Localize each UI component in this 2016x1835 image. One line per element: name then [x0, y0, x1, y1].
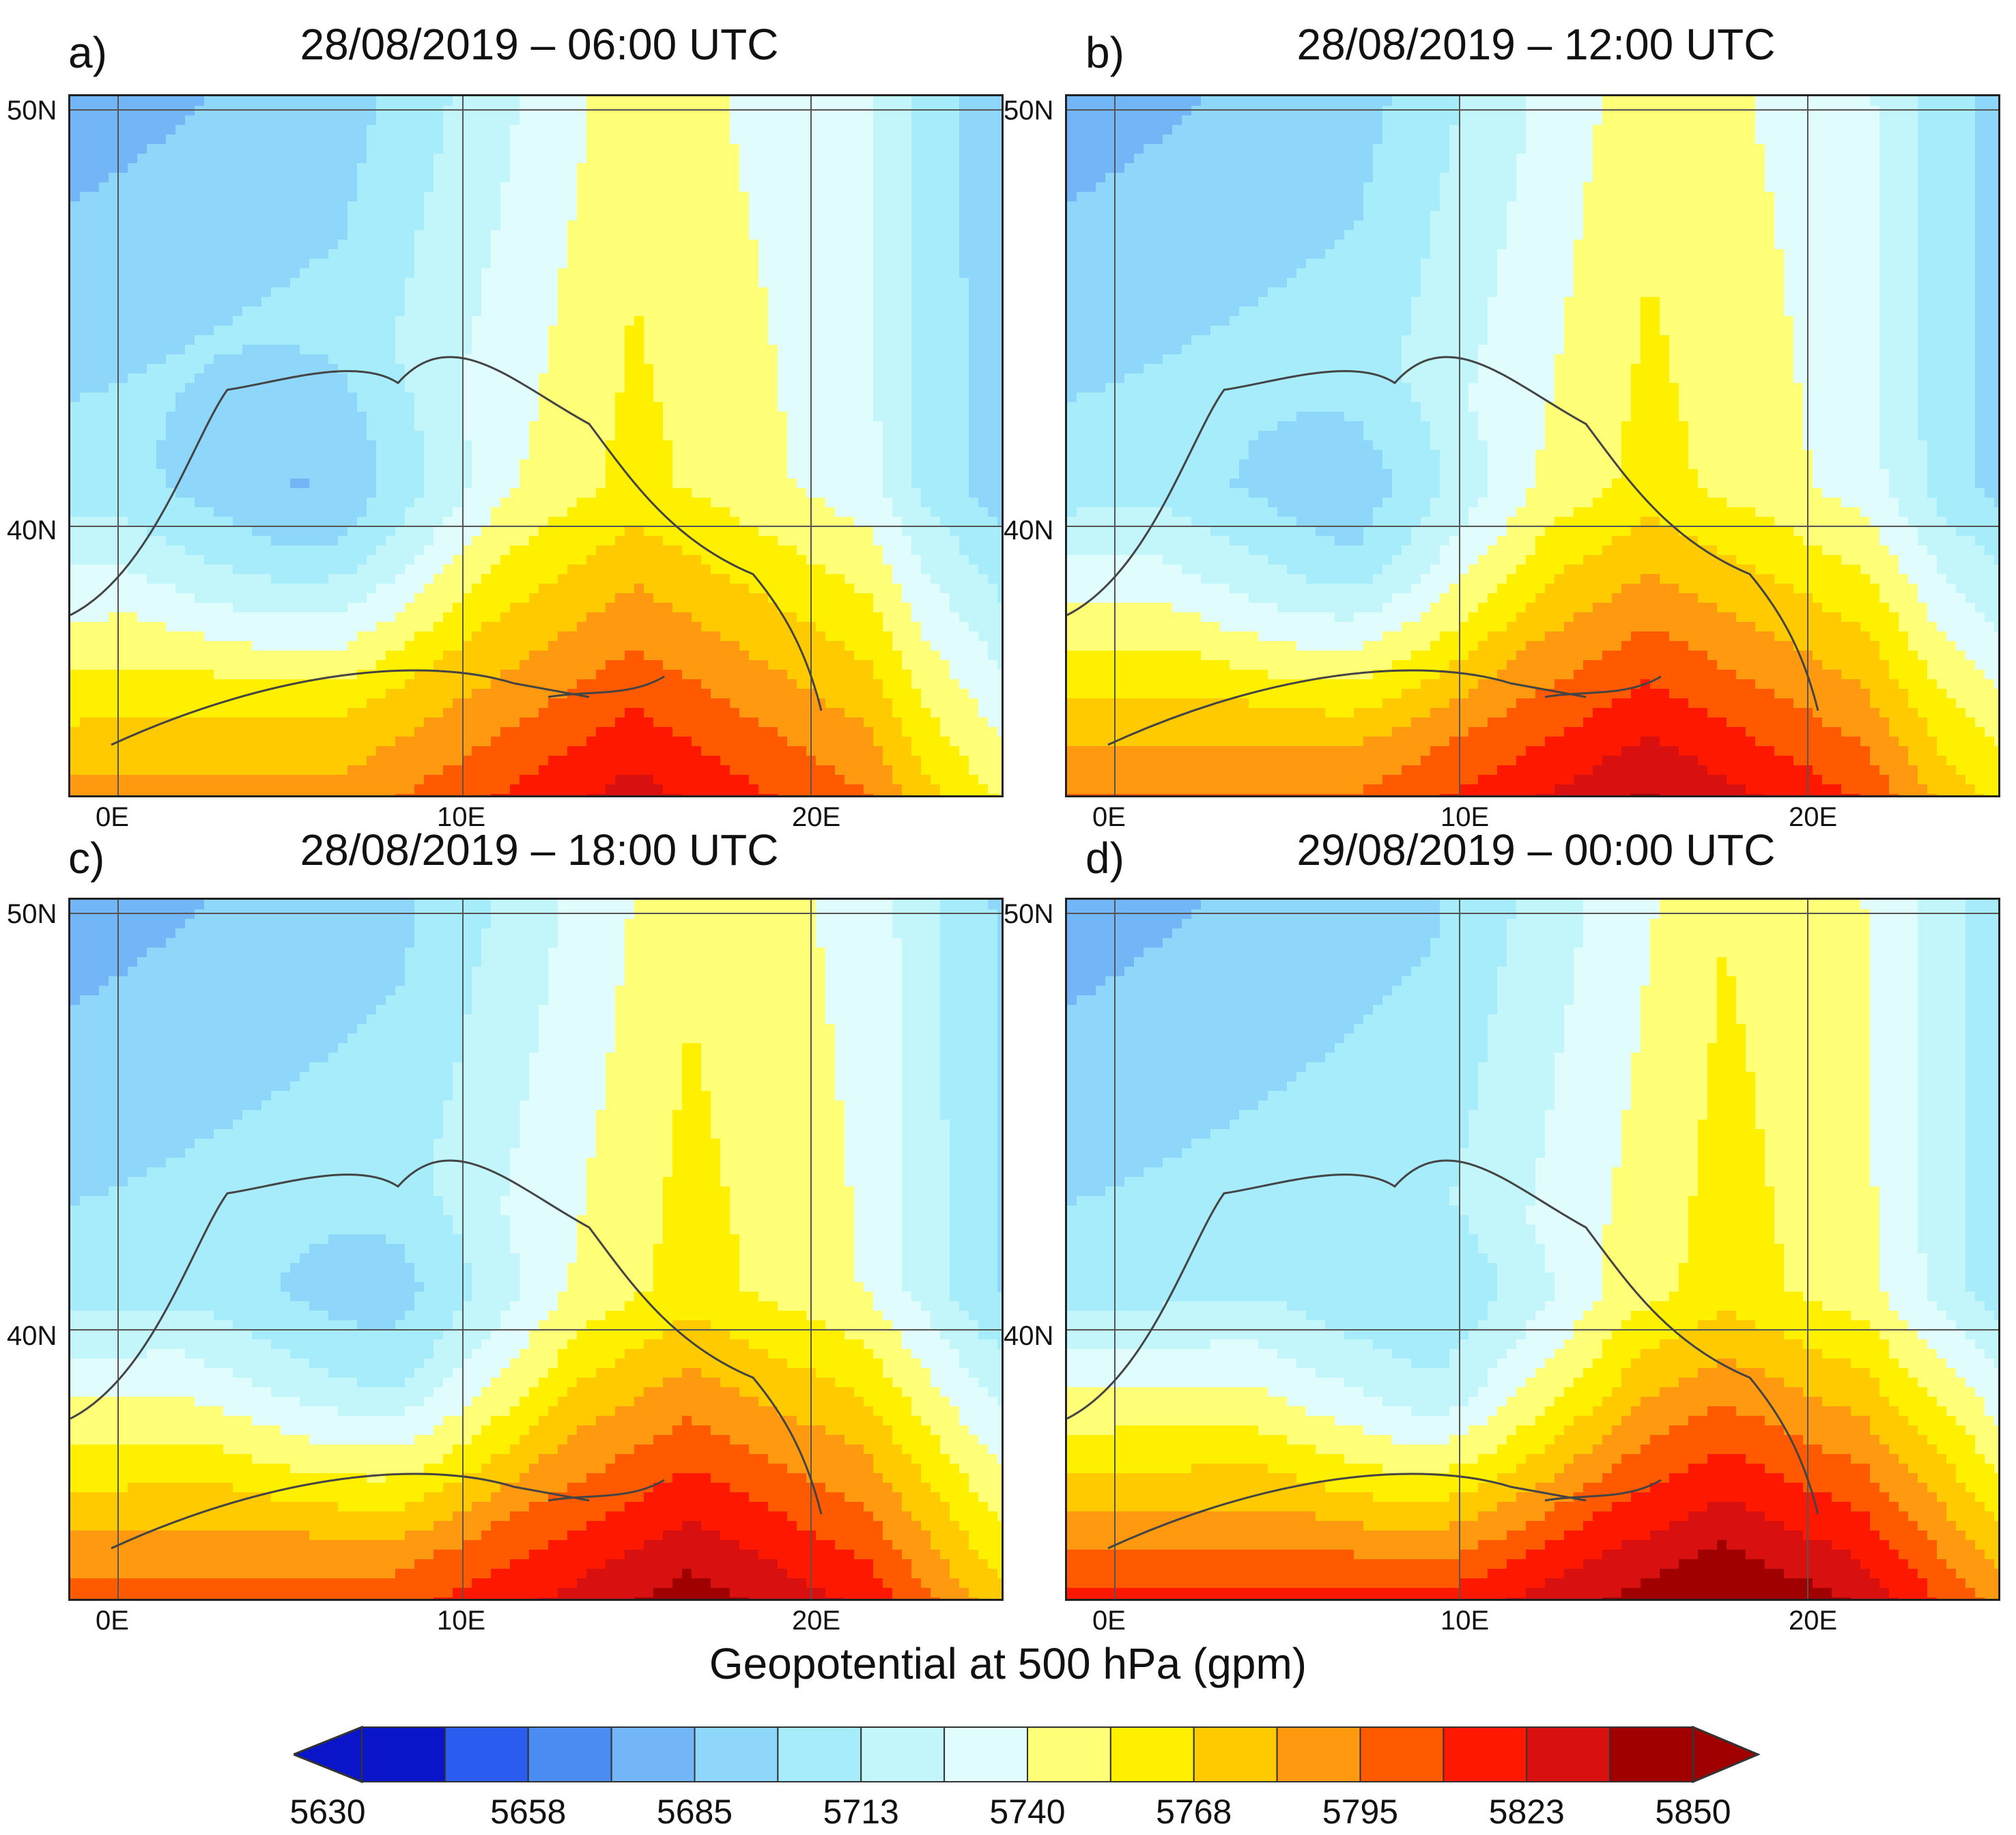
- lat-label-50: 50N: [7, 96, 57, 126]
- panel-title: 28/08/2019 – 12:00 UTC: [1065, 19, 2007, 70]
- colorbar-segment: [1609, 1726, 1694, 1782]
- field-svg: [1067, 900, 1998, 1599]
- panel-title: 28/08/2019 – 06:00 UTC: [68, 19, 1010, 70]
- coastline: [1067, 356, 1819, 746]
- panel-title: 29/08/2019 – 00:00 UTC: [1065, 825, 2007, 875]
- lat-label-40: 40N: [1004, 515, 1053, 546]
- lat-label-40: 40N: [1004, 1321, 1053, 1352]
- lon-label-10: 10E: [1440, 1606, 1489, 1636]
- colorbar-tick-label: 5823: [1489, 1792, 1565, 1832]
- under-arrow: [294, 1725, 363, 1784]
- panel-letter: b): [1085, 27, 1124, 78]
- colorbar-segment: [1193, 1726, 1278, 1782]
- colorbar-segment: [1027, 1726, 1111, 1782]
- colorbar-segment: [777, 1726, 862, 1782]
- panel-letter: a): [68, 27, 107, 78]
- geopotential-map: [1065, 898, 2000, 1601]
- lon-label-0: 0E: [96, 1606, 129, 1636]
- colorbar-segment: [1526, 1726, 1611, 1782]
- over-arrow: [1692, 1725, 1761, 1784]
- geopotential-map: [68, 898, 1004, 1601]
- colorbar-tick-label: 5658: [490, 1792, 566, 1832]
- panel-letter: d): [1085, 833, 1124, 883]
- colorbar-segment: [444, 1726, 529, 1782]
- colorbar-segment: [610, 1726, 696, 1782]
- colorbar-segment: [1276, 1726, 1361, 1782]
- lon-label-10: 10E: [1440, 802, 1489, 833]
- colorbar-segment: [943, 1726, 1028, 1782]
- lon-label-0: 0E: [1092, 802, 1126, 833]
- colorbar: [294, 1725, 1761, 1784]
- field-svg: [70, 900, 1002, 1599]
- lat-label-50: 50N: [1004, 899, 1053, 930]
- geopotential-map: [68, 94, 1004, 797]
- colorbar-tick-label: 5795: [1322, 1792, 1398, 1832]
- colorbar-segment: [1359, 1726, 1445, 1782]
- lon-label-10: 10E: [437, 1606, 485, 1636]
- panel-title: 28/08/2019 – 18:00 UTC: [68, 825, 1010, 875]
- colorbar-segment: [860, 1726, 946, 1782]
- lon-label-10: 10E: [437, 802, 485, 833]
- colorbar-tick-label: 5740: [989, 1792, 1065, 1832]
- lon-label-0: 0E: [96, 802, 129, 833]
- lat-label-40: 40N: [7, 1321, 57, 1352]
- lat-label-50: 50N: [7, 899, 57, 930]
- colorbar-tick-label: 5713: [823, 1792, 899, 1832]
- colorbar-segment: [527, 1726, 612, 1782]
- coastline: [1067, 1159, 1819, 1550]
- lon-label-20: 20E: [792, 802, 840, 833]
- colorbar-segment: [1109, 1726, 1195, 1782]
- coastline: [70, 1159, 823, 1550]
- colorbar-tick-label: 5630: [289, 1792, 365, 1832]
- lon-label-20: 20E: [792, 1606, 840, 1636]
- panel-letter: c): [68, 833, 104, 883]
- colorbar-segment: [694, 1726, 779, 1782]
- lat-label-50: 50N: [1004, 96, 1053, 126]
- lat-label-40: 40N: [7, 515, 57, 546]
- colorbar-tick-label: 5768: [1156, 1792, 1232, 1832]
- lon-label-20: 20E: [1789, 802, 1837, 833]
- lon-label-20: 20E: [1789, 1606, 1837, 1636]
- colorbar-segment: [1443, 1726, 1528, 1782]
- colorbar-tick-label: 5850: [1655, 1792, 1731, 1832]
- lon-label-0: 0E: [1092, 1606, 1126, 1636]
- coastline: [70, 356, 823, 746]
- field-svg: [1067, 96, 1998, 795]
- geopotential-map: [1065, 94, 2000, 797]
- colorbar-tick-label: 5685: [657, 1792, 733, 1832]
- field-svg: [70, 96, 1002, 795]
- colorbar-title: Geopotential at 500 hPa (gpm): [0, 1638, 2016, 1689]
- colorbar-segment: [361, 1726, 446, 1782]
